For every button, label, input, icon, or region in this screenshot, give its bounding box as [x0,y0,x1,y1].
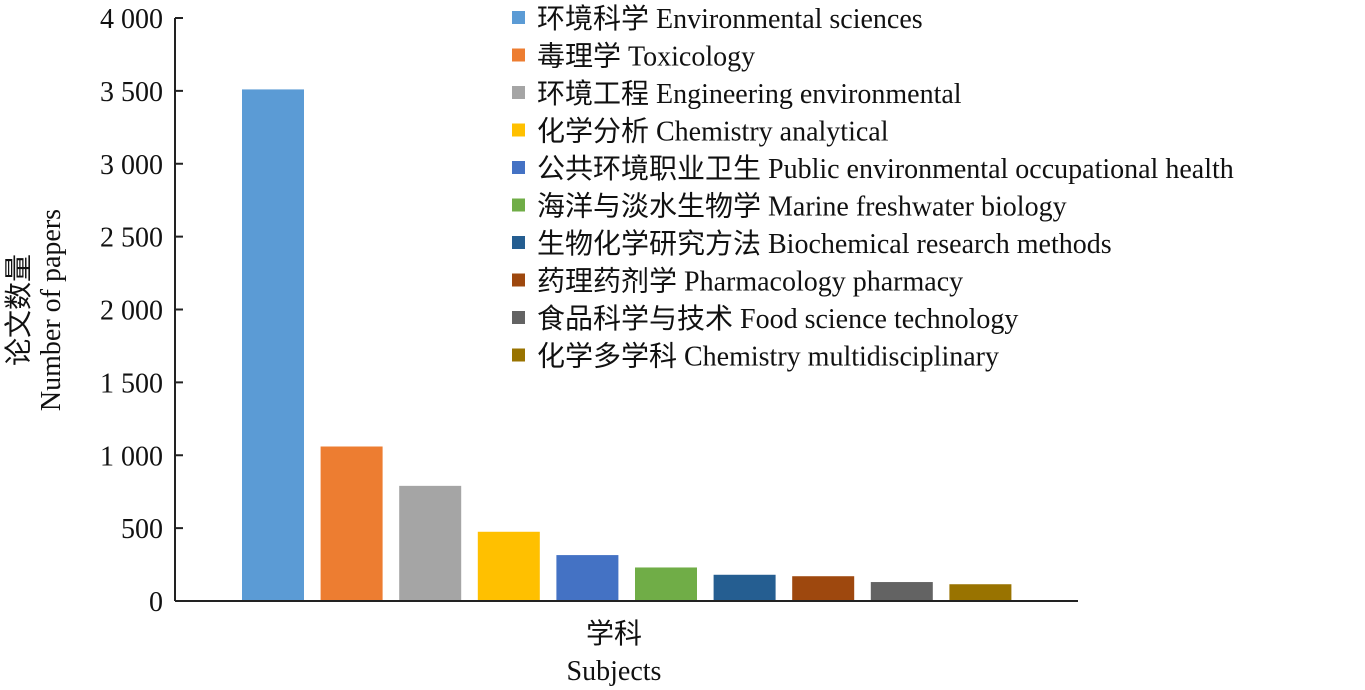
bar [949,584,1012,601]
legend-swatch [512,161,525,174]
legend-label: 食品科学与技术 Food science technology [537,303,1018,335]
bar [556,555,619,601]
legend-label: 公共环境职业卫生 Public environmental occupation… [537,153,1234,185]
legend-swatch [512,48,525,62]
legend-swatch [512,123,525,137]
legend-label: 毒理学 Toxicology [537,41,755,73]
bar [477,531,540,601]
y-axis-title-en: Number of papers [36,209,67,411]
bar [792,576,855,601]
y-tick-label: 3 000 [100,150,163,181]
legend-swatch [512,236,525,249]
legend: 环境科学 Environmental sciences 毒理学 Toxicolog… [512,3,1234,373]
legend-label: 生物化学研究方法 Biochemical research methods [537,228,1112,260]
y-tick-label: 4 000 [100,4,163,35]
bar [635,567,697,601]
y-tick-label: 2 000 [100,296,163,327]
bars [242,89,1012,601]
legend-swatch [512,11,525,24]
y-tick-label: 1 500 [100,368,163,399]
legend-swatch [512,348,525,362]
x-axis-title-en: Subjects [567,656,662,687]
legend-label: 化学分析 Chemistry analytical [537,116,889,148]
y-tick-label: 0 [149,587,163,618]
y-tick-label: 1 000 [100,441,163,472]
legend-swatch [512,273,525,287]
legend-label: 化学多学科 Chemistry multidisciplinary [537,341,999,373]
axes [174,18,1078,602]
y-axis-title: 论文数量 Number of papers [3,209,67,411]
legend-label: 环境工程 Engineering environmental [537,78,962,110]
bar [320,446,383,601]
bar [713,574,776,601]
legend-swatch [512,86,525,99]
legend-label: 环境科学 Environmental sciences [537,3,923,35]
bar [399,485,462,601]
legend-swatch [512,198,525,212]
legend-label: 药理药剂学 Pharmacology pharmacy [537,266,963,298]
bar [870,582,933,601]
bar [242,89,304,601]
y-tick-label: 2 500 [100,223,163,254]
y-axis-title-zh: 论文数量 [3,254,35,366]
legend-swatch [512,311,525,324]
y-tick-label: 3 500 [100,77,163,108]
x-axis-title: 学科 Subjects [567,618,662,687]
y-tick-label: 500 [121,514,163,545]
legend-label: 海洋与淡水生物学 Marine freshwater biology [537,191,1067,223]
x-axis-title-zh: 学科 [586,618,642,650]
y-axis-ticks: 0 500 1 000 1 500 2 000 2 500 3 000 3 500 4 000 [100,4,183,618]
